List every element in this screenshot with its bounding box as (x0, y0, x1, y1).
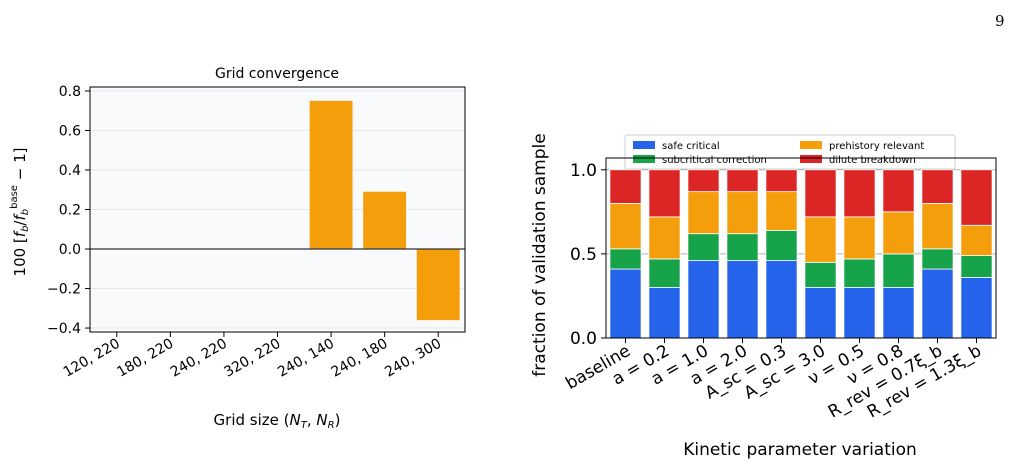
right-bar-segment-prehistory-relevant (726, 191, 759, 235)
right-bar-segment-dilute-breakdown (843, 169, 876, 218)
left-xtick-label: 240, 220 (168, 336, 230, 381)
right-bar-segment-safe-critical (804, 287, 837, 339)
right-bar-segment-prehistory-relevant (804, 216, 837, 263)
left-xtick-label: 240, 140 (275, 336, 337, 381)
right-bar-segment-dilute-breakdown (804, 169, 837, 218)
right-bar-segment-prehistory-relevant (765, 191, 798, 231)
left-ytick-label: 0.8 (59, 84, 81, 100)
right-bar-segment-subcritical-correction (921, 248, 954, 270)
left-xtick-label: 240, 180 (329, 336, 391, 381)
left-yaxis-ticks: 0.8 0.6 0.4 0.2 0.0 −0.2 −0.4 (47, 84, 90, 337)
right-bar-segment-subcritical-correction (648, 258, 681, 288)
right-bars (609, 169, 993, 339)
right-bar-segment-dilute-breakdown (921, 169, 954, 204)
right-bar-segment-prehistory-relevant (960, 224, 993, 256)
right-bar-segment-prehistory-relevant (648, 216, 681, 260)
right-bar-segment-subcritical-correction (882, 253, 915, 288)
legend-swatch-subcritical-correction (633, 155, 655, 163)
right-bar-segment-safe-critical (609, 268, 642, 339)
right-legend: safe critical subcritical correction pre… (624, 134, 956, 170)
legend-swatch-prehistory-relevant (800, 141, 822, 149)
left-ytick-label: 0.4 (59, 163, 81, 179)
right-bar-segment-dilute-breakdown (726, 169, 759, 193)
left-ytick-label: 0.0 (59, 242, 81, 258)
legend-swatch-safe-critical (633, 141, 655, 149)
right-bar-segment-prehistory-relevant (843, 216, 876, 260)
right-bar-segment-prehistory-relevant (687, 191, 720, 235)
right-ytick-label: 0.5 (570, 245, 597, 265)
page-number: 9 (995, 12, 1005, 30)
left-xtick-label: 320, 220 (222, 336, 284, 381)
left-ytick-label: 0.6 (59, 123, 81, 139)
right-ytick-label: 1.0 (570, 161, 597, 181)
left-yaxis-label: 100 [fb/fbbase − 1] (9, 148, 31, 277)
legend-label-subcritical-correction: subcritical correction (662, 155, 767, 166)
left-ytick-label: −0.2 (47, 282, 81, 298)
right-bar-segment-safe-critical (726, 260, 759, 339)
right-bar-segment-subcritical-correction (726, 233, 759, 262)
right-bar-segment-subcritical-correction (687, 233, 720, 262)
right-bar-segment-dilute-breakdown (609, 169, 642, 204)
right-bar-segment-prehistory-relevant (609, 203, 642, 250)
right-bar-segment-dilute-breakdown (765, 169, 798, 193)
legend-label-dilute-breakdown: dilute breakdown (829, 155, 916, 166)
right-plot-frame (605, 157, 997, 339)
right-bar-segment-dilute-breakdown (960, 169, 993, 226)
right-bar-segment-safe-critical (648, 287, 681, 339)
left-xtick-label: 120, 220 (61, 336, 123, 381)
right-bar-segment-safe-critical (843, 287, 876, 339)
right-bar-segment-prehistory-relevant (882, 211, 915, 255)
left-chart: Grid convergence 0.8 0.6 0.4 0.2 0.0 −0.2 −0.4… (9, 66, 466, 431)
left-bars (309, 100, 460, 321)
left-ytick-label: −0.4 (47, 321, 81, 337)
right-bar-segment-subcritical-correction (804, 261, 837, 288)
left-xtick-label: 240, 300 (382, 336, 444, 381)
right-yaxis-ticks: 0.0 0.5 1.0 (570, 161, 606, 349)
legend-box (624, 134, 956, 170)
left-bar (416, 249, 460, 321)
left-bar (309, 100, 353, 250)
right-bar-segment-prehistory-relevant (921, 203, 954, 250)
left-ytick-label: 0.2 (59, 203, 81, 219)
right-bar-segment-safe-critical (921, 268, 954, 339)
right-bar-segment-safe-critical (882, 287, 915, 339)
left-xaxis-label: Grid size (NT, NR) (214, 411, 341, 431)
right-ytick-label: 0.0 (570, 329, 597, 349)
left-bar (363, 191, 407, 250)
right-bar-segment-safe-critical (960, 277, 993, 339)
legend-label-safe-critical: safe critical (662, 141, 720, 152)
legend-label-prehistory-relevant: prehistory relevant (829, 141, 924, 152)
right-chart: safe critical subcritical correction pre… (530, 133, 997, 460)
right-bar-segment-safe-critical (765, 260, 798, 339)
left-xtick-label: 180, 220 (114, 336, 176, 381)
right-bar-segment-subcritical-correction (843, 258, 876, 288)
right-bar-segment-dilute-breakdown (687, 169, 720, 193)
right-xaxis-label: Kinetic parameter variation (683, 440, 917, 460)
right-bar-segment-subcritical-correction (960, 255, 993, 278)
legend-swatch-dilute-breakdown (800, 155, 822, 163)
right-bar-segment-subcritical-correction (765, 229, 798, 262)
right-bar-segment-safe-critical (687, 260, 720, 339)
right-bar-segment-dilute-breakdown (882, 169, 915, 213)
right-bar-segment-dilute-breakdown (648, 169, 681, 218)
left-chart-title: Grid convergence (215, 66, 339, 82)
right-bar-segment-subcritical-correction (609, 248, 642, 270)
right-yaxis-label: fraction of validation sample (530, 133, 550, 376)
